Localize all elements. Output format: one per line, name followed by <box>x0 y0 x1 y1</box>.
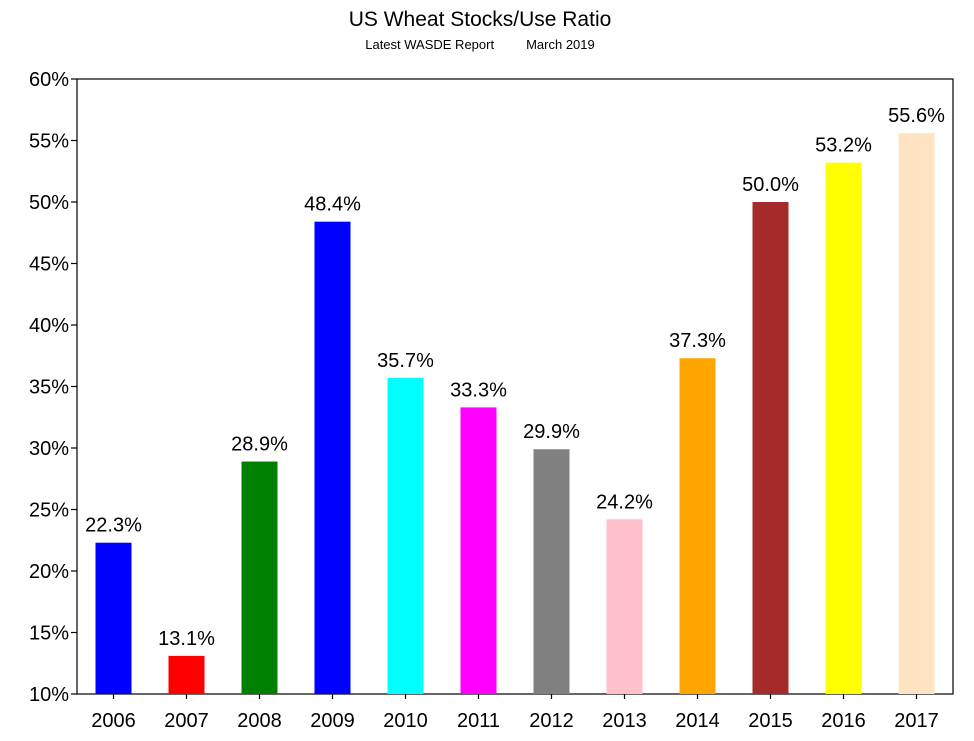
y-tick-label: 25% <box>29 500 69 522</box>
x-tick-label-2014: 2014 <box>675 710 720 732</box>
data-label-2010: 35.7% <box>377 350 434 372</box>
x-axis: 2006 2007 2008 2009 2010 2011 2012 2013 2014 2015… <box>91 694 939 732</box>
x-tick-label-2008: 2008 <box>237 710 282 732</box>
data-label-2016: 53.2% <box>815 135 872 157</box>
x-tick-label-2015: 2015 <box>748 710 793 732</box>
data-label-2009: 48.4% <box>304 194 361 216</box>
y-axis: 10% 15% 20% 25% 30% 35% 40% 45% 50% 55% 60% <box>29 69 77 706</box>
x-tick-label-2011: 2011 <box>457 710 500 732</box>
data-label-2014: 37.3% <box>669 330 726 352</box>
bar-2009 <box>314 221 351 694</box>
x-tick-label-2006: 2006 <box>91 710 136 732</box>
y-tick-label: 10% <box>29 684 69 706</box>
data-label-2007: 13.1% <box>158 628 215 650</box>
x-tick-label-2013: 2013 <box>602 710 647 732</box>
data-label-2011: 33.3% <box>450 379 507 401</box>
bar-2008 <box>241 461 278 694</box>
y-tick-label: 45% <box>29 254 69 276</box>
data-label-2008: 28.9% <box>231 434 288 456</box>
x-tick-label-2016: 2016 <box>821 710 866 732</box>
y-tick-label: 50% <box>29 192 69 214</box>
chart-title: US Wheat Stocks/Use Ratio <box>348 8 612 31</box>
bar-2013 <box>606 519 643 694</box>
y-tick-label: 55% <box>29 131 69 153</box>
y-tick-label: 35% <box>29 377 69 399</box>
y-tick-label: 60% <box>29 69 69 91</box>
y-tick-label: 40% <box>29 315 69 337</box>
plot-area <box>76 78 954 695</box>
x-tick-label-2017: 2017 <box>894 710 939 732</box>
data-label-2013: 24.2% <box>596 491 653 513</box>
x-tick-label-2010: 2010 <box>383 710 428 732</box>
bar-2015 <box>752 202 789 694</box>
data-label-2015: 50.0% <box>742 174 799 196</box>
bar-2016 <box>825 162 862 694</box>
x-tick-label-2009: 2009 <box>310 710 355 732</box>
y-tick-label: 15% <box>29 623 69 645</box>
y-tick-label: 20% <box>29 561 69 583</box>
data-label-2006: 22.3% <box>85 515 142 537</box>
chart-subtitle: Latest WASDE Report March 2019 <box>0 37 960 52</box>
bars: 22.3% 13.1% 28.9% 48.4% 35.7% 33.3% 29.9% 24.2%… <box>85 105 945 694</box>
data-label-2012: 29.9% <box>523 421 580 443</box>
bar-2007 <box>168 655 205 694</box>
data-label-2017: 55.6% <box>888 105 945 127</box>
bar-2017 <box>898 133 935 694</box>
subtitle-report: Latest WASDE Report <box>365 37 495 52</box>
bar-2011 <box>460 407 497 694</box>
x-tick-label-2007: 2007 <box>164 710 209 732</box>
y-tick-label: 30% <box>29 438 69 460</box>
bar-2006 <box>95 542 132 694</box>
subtitle-date: March 2019 <box>526 37 595 52</box>
bar-2010 <box>387 377 424 694</box>
bar-2012 <box>533 449 570 694</box>
x-tick-label-2012: 2012 <box>529 710 574 732</box>
bar-2014 <box>679 358 716 694</box>
